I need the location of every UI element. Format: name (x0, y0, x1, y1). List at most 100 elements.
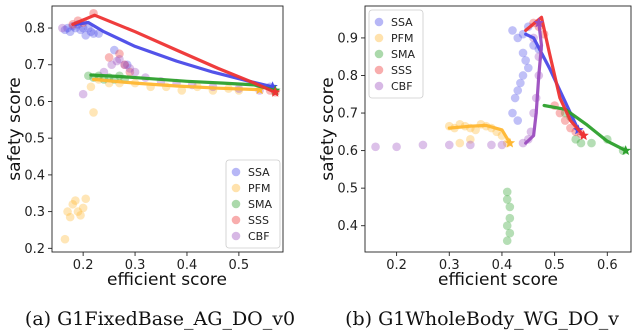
data-point-ssa (510, 93, 520, 103)
x-tick-label: 0.4 (492, 258, 513, 273)
data-point-sss (120, 60, 129, 70)
trajectory-line-cbf (524, 21, 544, 145)
y-tick-label: 0.9 (337, 31, 358, 46)
legend-swatch-cbf (374, 81, 384, 91)
data-point-cbf (518, 138, 528, 148)
data-point-cbf (444, 140, 454, 150)
data-point-cbf (125, 64, 135, 73)
legend-label-sss: SSS (391, 64, 412, 77)
data-point-ssa (60, 25, 70, 35)
caption: (a) G1FixedBase_AG_DO_v0 (25, 308, 295, 330)
data-point-ssa (84, 23, 93, 33)
end-marker-sma (620, 145, 631, 155)
y-tick-label: 0.4 (24, 168, 45, 183)
data-point-pfm (60, 234, 70, 244)
data-point-sma (502, 221, 512, 231)
x-axis-label: efficient score (438, 270, 558, 290)
data-point-cbf (115, 54, 124, 64)
caption: (b) G1WholeBody_WG_DO_v (345, 308, 619, 330)
legend-swatch-sss (231, 215, 241, 225)
x-tick-label: 0.4 (177, 258, 198, 273)
data-point-sma (576, 138, 586, 148)
data-point-ssa (513, 86, 523, 95)
data-point-ssa (81, 31, 91, 40)
data-point-cbf (418, 140, 428, 150)
x-tick-label: 0.2 (386, 258, 407, 273)
end-marker-pfm (504, 137, 516, 148)
data-point-cbf (130, 67, 140, 77)
end-marker-sss (578, 130, 589, 140)
y-axis-ticks: 0.4 0.5 0.6 0.7 0.8 0.9 (337, 31, 365, 234)
data-point-cbf (392, 142, 401, 152)
data-point-ssa (508, 108, 517, 118)
data-point-ssa (65, 27, 75, 37)
y-axis-label: safety score (5, 77, 25, 181)
data-point-sma (502, 195, 512, 204)
data-point-cbf (107, 60, 116, 70)
end-marker-pfm (254, 84, 265, 95)
end-marker-sss (270, 86, 281, 97)
data-point-cbf (78, 89, 88, 99)
data-point-sma (505, 213, 515, 223)
data-point-cbf (112, 56, 122, 66)
data-point-pfm (466, 135, 475, 144)
y-tick-label: 0.8 (337, 69, 358, 84)
x-axis-label: efficient score (107, 270, 227, 290)
data-point-cbf (371, 142, 380, 152)
legend-swatch-pfm (231, 183, 241, 193)
x-tick-label: 0.2 (73, 258, 94, 273)
legend-label-sss: SSS (248, 214, 269, 227)
end-marker-cbf (533, 17, 545, 28)
data-point-pfm (455, 138, 465, 148)
lines-layer (447, 15, 631, 155)
data-point-ssa (78, 23, 88, 33)
x-tick-label: 0.5 (544, 258, 565, 273)
data-point-pfm (68, 199, 78, 209)
legend-label-sma: SMA (391, 48, 415, 61)
legend-label-cbf: CBF (391, 80, 413, 93)
legend-label-cbf: CBF (248, 230, 270, 243)
lines-layer (71, 13, 281, 97)
x-tick-label: 0.3 (125, 258, 146, 273)
data-point-sma (505, 228, 515, 238)
trajectory-line-sma (89, 73, 277, 92)
legend-label-ssa: SSA (248, 166, 270, 179)
x-axis-ticks: 0.2 0.3 0.4 0.5 0.6 (386, 252, 618, 273)
data-point-sss (566, 123, 575, 133)
x-tick-label: 0.6 (597, 258, 618, 273)
legend-swatch-ssa (231, 167, 241, 177)
data-point-sma (571, 135, 580, 144)
legend-swatch-sma (231, 199, 241, 209)
y-tick-label: 0.3 (24, 205, 45, 220)
y-axis-ticks: 0.2 0.3 0.4 0.5 0.6 0.7 0.8 (24, 22, 52, 257)
data-point-ssa (76, 25, 85, 35)
x-tick-label: 0.5 (229, 258, 250, 273)
data-point-ssa (516, 78, 525, 88)
legend: SSA PFM SMA SSS CBF (368, 9, 424, 99)
data-point-ssa (86, 27, 96, 37)
y-tick-label: 0.7 (24, 58, 45, 73)
x-axis-ticks: 0.2 0.3 0.4 0.5 (73, 252, 249, 273)
trajectory-line-pfm (91, 77, 262, 92)
data-point-sma (505, 202, 515, 212)
data-point-sss (125, 67, 135, 77)
data-point-ssa (508, 26, 517, 35)
data-point-pfm (86, 82, 96, 92)
data-point-ssa (122, 60, 132, 70)
legend: SSA PFM SMA SSS CBF (225, 159, 281, 249)
data-point-ssa (518, 71, 528, 80)
legend-swatch-ssa (374, 17, 384, 27)
data-point-pfm (65, 212, 75, 222)
data-point-ssa (518, 48, 528, 58)
legend-box (225, 159, 281, 249)
trajectory-line-sma (542, 103, 628, 153)
legend-swatch-pfm (374, 33, 384, 43)
legend-swatch-sss (374, 65, 384, 75)
data-point-cbf (120, 60, 129, 70)
data-point-pfm (89, 108, 98, 117)
data-point-pfm (81, 194, 91, 204)
data-point-sma (502, 236, 512, 246)
legend-label-ssa: SSA (391, 16, 413, 29)
data-point-cbf (58, 23, 67, 33)
